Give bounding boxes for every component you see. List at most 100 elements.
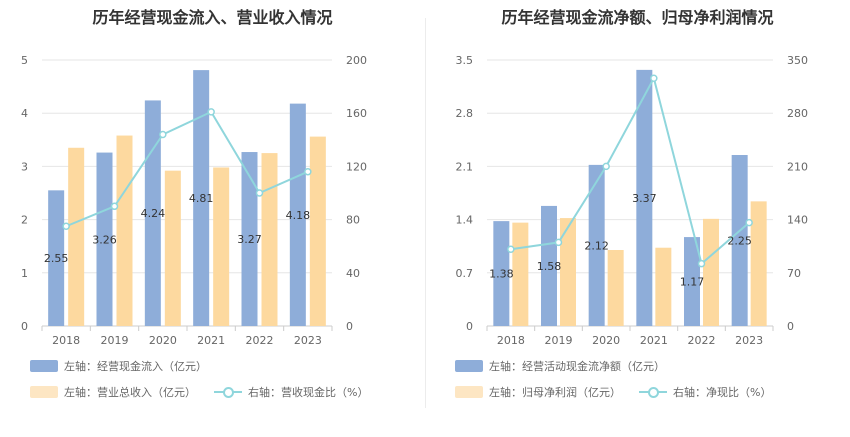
bar-data-label: 4.18 <box>286 209 311 222</box>
left-axis-tick-label: 1.4 <box>456 214 474 227</box>
x-axis-tick-label: 2019 <box>101 334 129 347</box>
left-axis-tick-label: 2.8 <box>456 107 474 120</box>
right-axis-tick-label: 40 <box>346 267 360 280</box>
left-axis-tick-label: 1 <box>21 267 28 280</box>
legend-right-row1: 左轴：经营活动现金流净额（亿元） <box>455 358 683 374</box>
x-axis-tick-label: 2022 <box>246 334 274 347</box>
right-axis-tick-label: 0 <box>346 320 353 333</box>
chart-title-right: 历年经营现金流净额、归母净利润情况 <box>501 8 774 27</box>
legend-line-swatch <box>639 386 667 398</box>
right-axis-tick-label: 140 <box>787 214 808 227</box>
x-axis-tick-label: 2021 <box>640 334 668 347</box>
right-axis-tick-label: 280 <box>787 107 808 120</box>
bar-data-label: 3.26 <box>92 233 117 246</box>
bar-secondary <box>261 153 278 326</box>
x-axis-tick-label: 2021 <box>197 334 225 347</box>
right-axis-tick-label: 120 <box>346 160 367 173</box>
ratio-point <box>697 259 706 268</box>
ratio-point <box>602 162 610 171</box>
left-axis-tick-label: 0 <box>21 320 28 333</box>
ratio-point <box>745 218 753 227</box>
ratio-point <box>110 202 119 211</box>
right-axis-tick-label: 200 <box>346 54 367 67</box>
legend-label: 右轴：营收现金比（%） <box>248 386 369 399</box>
legend-item-revenue[interactable]: 左轴：营业总收入（亿元） <box>30 384 196 400</box>
legend-line-swatch <box>214 386 242 398</box>
bar-secondary <box>512 222 529 326</box>
right-axis-tick-label: 80 <box>346 214 360 227</box>
bar-secondary <box>607 250 624 326</box>
legend-left-row1: 左轴：经营现金流入（亿元） <box>30 358 225 374</box>
ratio-line <box>510 75 750 266</box>
bar-secondary <box>703 218 719 326</box>
left-axis-tick-label: 3.5 <box>456 54 474 67</box>
bar-data-label: 4.81 <box>189 192 214 205</box>
ratio-point <box>304 167 312 176</box>
legend-item-cash-ratio[interactable]: 右轴：营收现金比（%） <box>214 384 368 400</box>
legend-label: 左轴：归母净利润（亿元） <box>489 386 621 399</box>
bar-data-label: 3.27 <box>237 233 262 246</box>
legend-item-net-cash[interactable]: 左轴：经营活动现金流净额（亿元） <box>455 358 665 374</box>
x-axis-tick-label: 2018 <box>497 334 525 347</box>
ratio-point <box>554 238 563 247</box>
legend-swatch-blue <box>455 360 483 372</box>
bar-primary <box>541 205 557 326</box>
bar-data-label: 3.37 <box>632 192 657 205</box>
legend-label: 左轴：营业总收入（亿元） <box>64 386 196 399</box>
left-axis-tick-label: 4 <box>21 107 28 120</box>
ratio-point <box>159 130 167 139</box>
x-axis-tick-label: 2023 <box>735 334 763 347</box>
left-axis-tick-label: 0.7 <box>456 267 474 280</box>
legend-swatch-orange <box>30 386 58 398</box>
legend-item-net-ratio[interactable]: 右轴：净现比（%） <box>639 384 771 400</box>
x-axis-tick-label: 2020 <box>592 334 620 347</box>
legend-item-net-profit[interactable]: 左轴：归母净利润（亿元） <box>455 384 621 400</box>
legend-label: 左轴：经营活动现金流净额（亿元） <box>489 360 665 373</box>
bar-primary <box>684 237 700 326</box>
ratio-point <box>207 108 215 116</box>
bar-secondary <box>213 167 230 326</box>
bar-secondary <box>309 136 326 326</box>
ratio-point <box>650 74 658 82</box>
chart-right-svg: 0 0 0.7 70 1.4 140 2.1 210 2.8 280 3.5 350 2018 2019 2… <box>456 54 809 347</box>
bar-secondary <box>68 147 85 326</box>
bar-data-label: 4.24 <box>141 207 166 220</box>
bar-secondary <box>164 170 181 326</box>
bar-primary <box>96 152 113 326</box>
ratio-point <box>507 245 515 253</box>
bar-data-label: 1.38 <box>489 268 513 281</box>
chart-panel-right: 历年经营现金流净额、归母净利润情况 0 0 0.7 70 1.4 140 2.1 210 2.8… <box>425 0 850 437</box>
chart-panel-left: 历年经营现金流入、营业收入情况 0 0 1 40 2 80 3 120 4 160 5 200 2018… <box>21 8 368 400</box>
bar-primary <box>289 103 306 327</box>
bar-primary <box>193 70 210 326</box>
bar-primary <box>241 152 258 326</box>
bar-data-label: 2.25 <box>727 235 752 248</box>
x-axis-tick-label: 2018 <box>52 334 80 347</box>
panel-divider <box>425 18 426 408</box>
left-axis-tick-label: 3 <box>21 160 28 173</box>
x-axis-tick-label: 2022 <box>688 334 716 347</box>
legend-swatch-blue <box>30 360 58 372</box>
ratio-point <box>255 189 264 197</box>
left-axis-tick-label: 2.1 <box>456 160 474 173</box>
bar-secondary <box>750 201 767 326</box>
legend-item-cash-inflow[interactable]: 左轴：经营现金流入（亿元） <box>30 358 207 374</box>
bar-primary <box>731 155 748 326</box>
bar-primary <box>588 164 605 326</box>
bar-primary <box>636 69 653 326</box>
x-axis-tick-label: 2020 <box>149 334 177 347</box>
legend-label: 右轴：净现比（%） <box>673 386 772 399</box>
left-axis-tick-label: 0 <box>466 320 473 333</box>
legend-label: 左轴：经营现金流入（亿元） <box>64 360 207 373</box>
left-axis-tick-label: 2 <box>21 214 28 227</box>
right-axis-tick-label: 210 <box>787 160 808 173</box>
bar-secondary <box>116 135 133 326</box>
bar-data-label: 1.58 <box>537 260 562 273</box>
bar-data-label: 1.17 <box>680 276 705 289</box>
bar-data-label: 2.55 <box>44 252 69 265</box>
right-axis-tick-label: 350 <box>787 54 808 67</box>
ratio-point <box>62 222 70 230</box>
bar-primary <box>493 221 510 326</box>
bar-primary <box>48 190 65 326</box>
legend-swatch-orange <box>455 386 483 398</box>
